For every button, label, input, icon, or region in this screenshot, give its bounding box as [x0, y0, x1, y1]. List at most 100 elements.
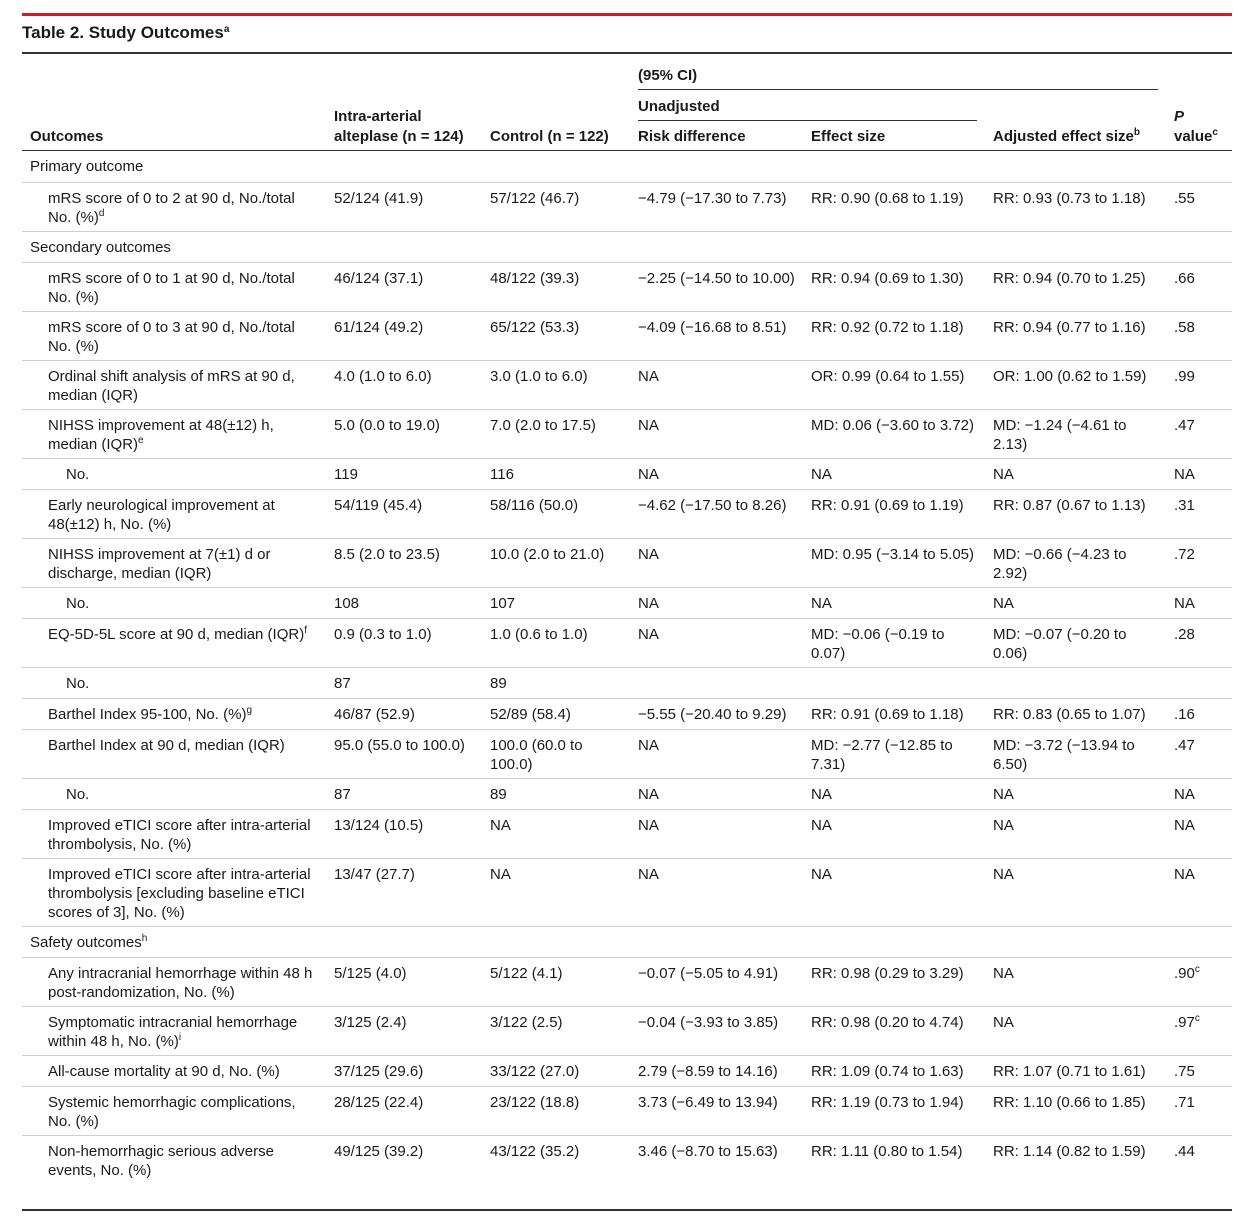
value-cell: NA [630, 360, 803, 410]
value-cell: NA [482, 858, 630, 927]
outcomes-table: Primary outcome mRS score of 0 to 2 at 90… [22, 151, 1233, 1184]
cell-text: NA [811, 816, 832, 834]
section-title: Safety outcomesh [22, 926, 1233, 958]
cell-text: NA [993, 1013, 1014, 1031]
cell-sup: e [138, 434, 144, 446]
cell-text: No. [66, 594, 90, 612]
outcome-cell: Symptomatic intracranial hemorrhage with… [22, 1006, 326, 1056]
value-cell: MD: −0.66 (−4.23 to 2.92) [985, 538, 1166, 588]
cell-text: −2.25 (−14.50 to 10.00) [638, 269, 795, 287]
column-header: Intra-arterial alteplase (n = 124) [334, 107, 484, 146]
cell-text: No. [66, 674, 90, 692]
cell-text: mRS score of 0 to 1 at 90 d, No./total N… [48, 269, 295, 306]
table-row: NIHSS improvement at 7(±1) d or discharg… [22, 538, 1233, 588]
cell-text: .28 [1174, 625, 1195, 643]
column-header-text: Effect size [811, 127, 886, 145]
outcome-cell: Barthel Index at 90 d, median (IQR) [22, 729, 326, 779]
cell-text: NA [490, 865, 511, 883]
value-cell: 37/125 (29.6) [326, 1055, 482, 1087]
value-cell: 28/125 (22.4) [326, 1086, 482, 1136]
section-title-text: Primary outcome [30, 158, 144, 175]
outcome-cell: Systemic hemorrhagic complications, No. … [22, 1086, 326, 1136]
value-cell [985, 667, 1166, 699]
cell-text: 89 [490, 785, 507, 803]
section-title-text: Secondary outcomes [30, 238, 171, 256]
cell-text: −0.04 (−3.93 to 3.85) [638, 1013, 779, 1031]
cell-text: 10.0 (2.0 to 21.0) [490, 545, 605, 563]
column-header: Adjusted effect sizeb [993, 127, 1168, 147]
cell-text: MD: −0.06 (−0.19 to 0.07) [811, 625, 945, 662]
cell-text: 2.79 (−8.59 to 14.16) [638, 1062, 778, 1080]
cell-text: 8.5 (2.0 to 23.5) [334, 545, 440, 563]
table-row: Improved eTICI score after intra-arteria… [22, 809, 1233, 859]
table-body: Primary outcome mRS score of 0 to 2 at 90… [22, 151, 1233, 1184]
cell-text: RR: 1.07 (0.71 to 1.61) [993, 1062, 1146, 1080]
table-row: Barthel Index 95-100, No. (%)g 46/87 (52.… [22, 698, 1233, 730]
value-cell: 3/122 (2.5) [482, 1006, 630, 1056]
value-cell: 116 [482, 458, 630, 490]
value-cell: 3.46 (−8.70 to 15.63) [630, 1135, 803, 1184]
outcome-cell: Any intracranial hemorrhage within 48 h … [22, 957, 326, 1007]
value-cell: NA [803, 858, 985, 927]
value-cell: 87 [326, 667, 482, 699]
cell-text: NA [490, 816, 511, 834]
cell-text: Improved eTICI score after intra-arteria… [48, 816, 311, 853]
value-cell: .75 [1166, 1055, 1233, 1087]
value-cell: .58 [1166, 311, 1233, 361]
cell-text: 43/122 (35.2) [490, 1142, 580, 1160]
table-title: Table 2. Study Outcomesa [22, 23, 229, 43]
value-cell: 3.0 (1.0 to 6.0) [482, 360, 630, 410]
value-cell: 43/122 (35.2) [482, 1135, 630, 1184]
cell-text: 3.0 (1.0 to 6.0) [490, 367, 588, 385]
value-cell: MD: −1.24 (−4.61 to 2.13) [985, 409, 1166, 459]
outcome-cell: Early neurological improvement at 48(±12… [22, 489, 326, 539]
value-cell: 52/89 (58.4) [482, 698, 630, 730]
cell-text: 87 [334, 785, 351, 803]
value-cell: NA [1166, 458, 1233, 490]
value-cell: 46/124 (37.1) [326, 262, 482, 312]
cell-text: MD: 0.06 (−3.60 to 3.72) [811, 416, 975, 434]
cell-text: .71 [1174, 1093, 1195, 1111]
value-cell: NA [803, 458, 985, 490]
cell-text: NA [638, 785, 659, 803]
cell-sup: f [304, 624, 307, 636]
value-cell: RR: 0.91 (0.69 to 1.19) [803, 489, 985, 539]
cell-text: .16 [1174, 705, 1195, 723]
cell-text: Barthel Index 95-100, No. (%) [48, 705, 247, 723]
outcome-cell: Improved eTICI score after intra-arteria… [22, 858, 326, 927]
value-cell: RR: 0.93 (0.73 to 1.18) [985, 182, 1166, 232]
value-cell: 3.73 (−6.49 to 13.94) [630, 1086, 803, 1136]
table-row: Early neurological improvement at 48(±12… [22, 489, 1233, 539]
cell-text: 57/122 (46.7) [490, 189, 580, 207]
cell-text: −0.07 (−5.05 to 4.91) [638, 964, 779, 982]
value-cell: NA [482, 809, 630, 859]
table-row: All-cause mortality at 90 d, No. (%) 37/1… [22, 1055, 1233, 1087]
value-cell: 95.0 (55.0 to 100.0) [326, 729, 482, 779]
value-cell: −4.62 (−17.50 to 8.26) [630, 489, 803, 539]
value-cell: 7.0 (2.0 to 17.5) [482, 409, 630, 459]
cell-text: NA [1174, 594, 1195, 612]
value-cell: NA [803, 809, 985, 859]
outcome-cell: Improved eTICI score after intra-arteria… [22, 809, 326, 859]
cell-text: .58 [1174, 318, 1195, 336]
cell-text: .55 [1174, 189, 1195, 207]
table-row: No. 108 107 NA NA NA NA [22, 587, 1233, 619]
cell-text: 52/124 (41.9) [334, 189, 424, 207]
cell-text: NA [993, 865, 1014, 883]
cell-text: MD: −1.24 (−4.61 to 2.13) [993, 416, 1127, 453]
cell-sup: g [246, 704, 252, 716]
value-cell: 2.79 (−8.59 to 14.16) [630, 1055, 803, 1087]
cell-text: OR: 0.99 (0.64 to 1.55) [811, 367, 965, 385]
value-cell: MD: −3.72 (−13.94 to 6.50) [985, 729, 1166, 779]
cell-text: NA [811, 865, 832, 883]
value-cell: NA [630, 729, 803, 779]
cell-text: −4.62 (−17.50 to 8.26) [638, 496, 787, 514]
table-row: Ordinal shift analysis of mRS at 90 d, m… [22, 360, 1233, 410]
value-cell: NA [630, 458, 803, 490]
value-cell: NA [803, 587, 985, 619]
section-title-text: Safety outcomes [30, 933, 142, 951]
value-cell: .28 [1166, 618, 1233, 668]
value-cell: MD: 0.06 (−3.60 to 3.72) [803, 409, 985, 459]
value-cell: .47 [1166, 409, 1233, 459]
cell-text: No. [66, 785, 90, 803]
